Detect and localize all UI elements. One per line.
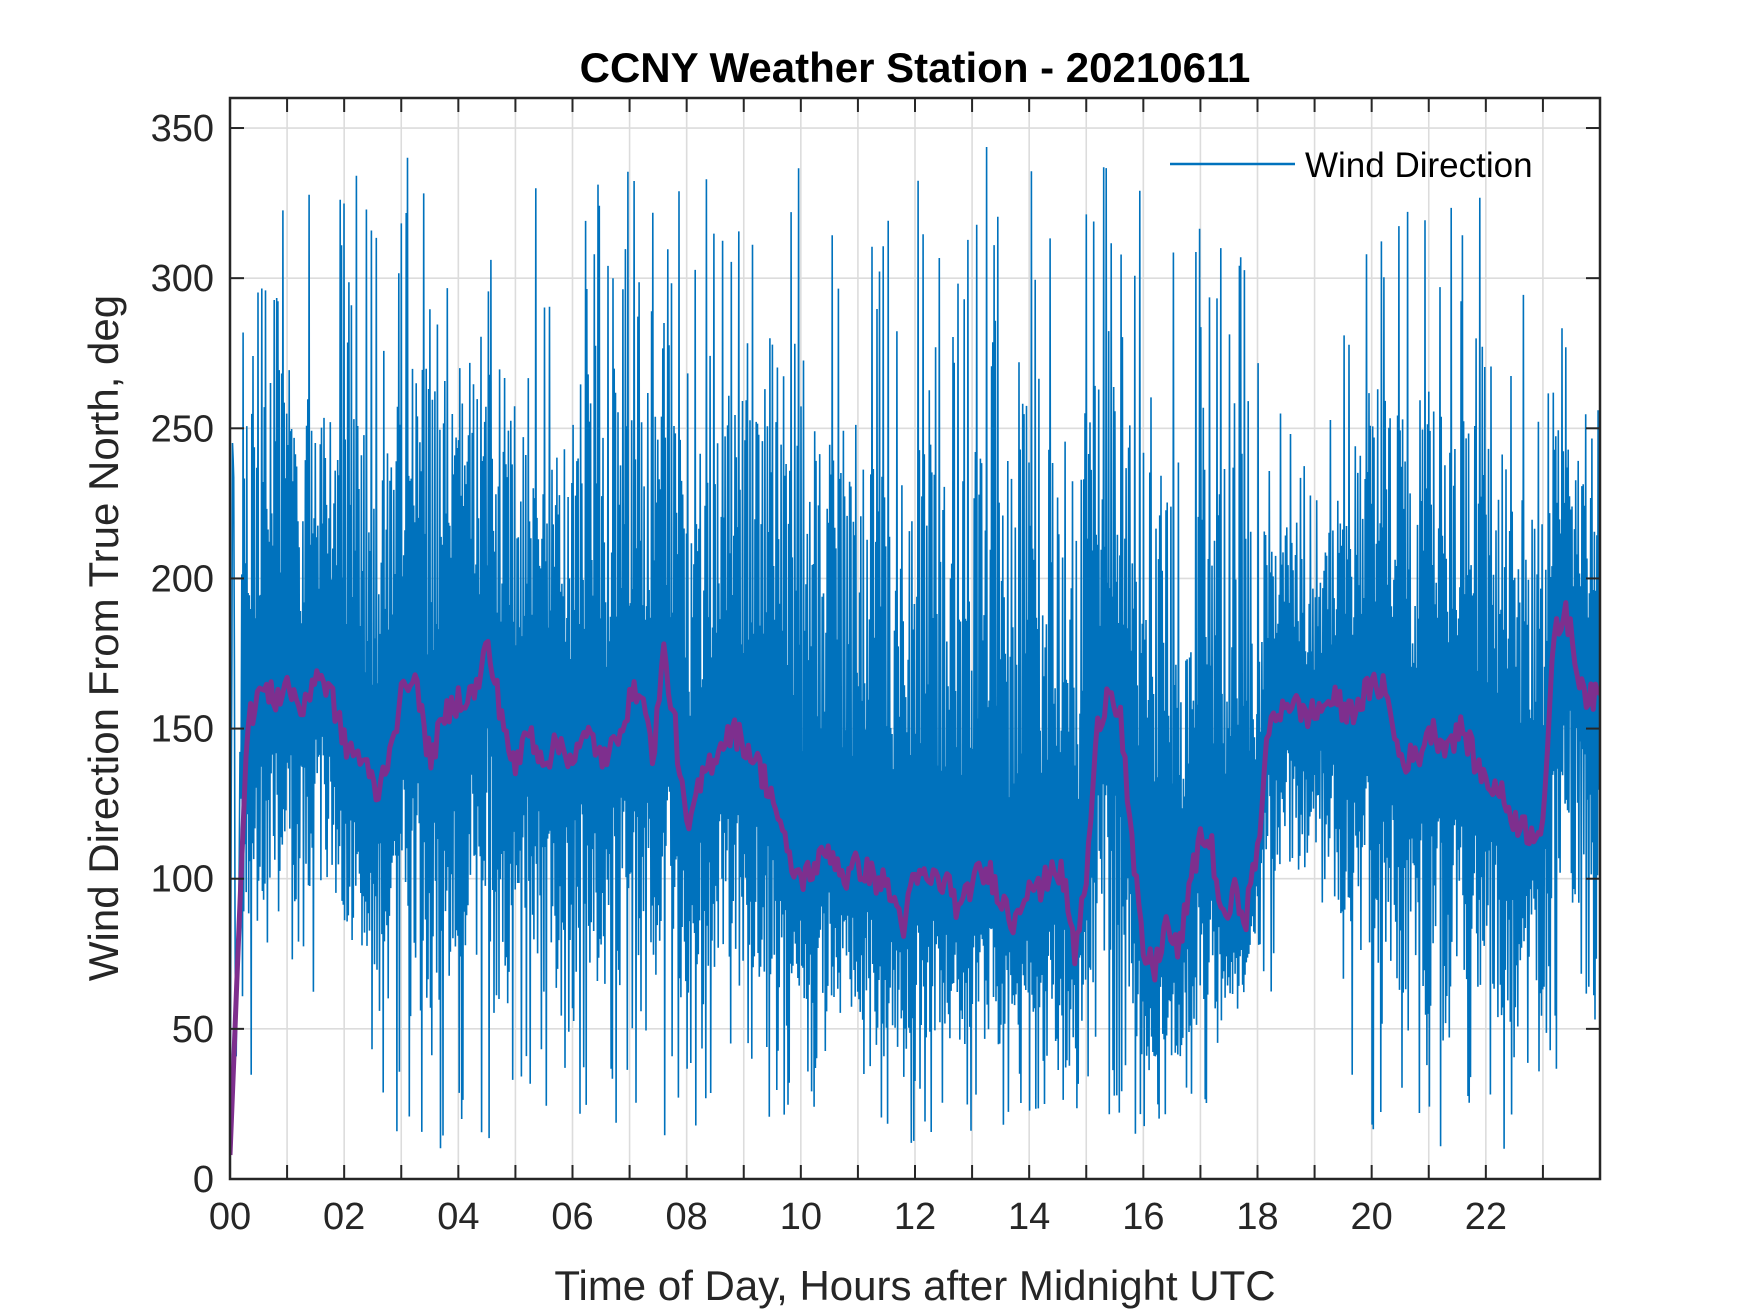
x-tick-label: 00: [209, 1196, 251, 1238]
y-tick-label: 200: [151, 558, 214, 600]
x-tick-label: 12: [894, 1196, 936, 1238]
legend: Wind Direction: [1170, 146, 1533, 185]
y-tick-label: 350: [151, 108, 214, 150]
y-tick-label: 50: [172, 1009, 214, 1051]
x-tick-label: 20: [1351, 1196, 1393, 1238]
x-tick-label: 06: [551, 1196, 593, 1238]
x-tick-label: 02: [323, 1196, 365, 1238]
series-line-wind-direction: [230, 146, 1600, 1158]
x-tick-label: 18: [1236, 1196, 1278, 1238]
y-tick-label: 300: [151, 258, 214, 300]
x-axis-title: Time of Day, Hours after Midnight UTC: [554, 1262, 1275, 1309]
y-tick-label: 100: [151, 859, 214, 901]
x-tick-label: 16: [1122, 1196, 1164, 1238]
y-axis-title: Wind Direction From True North, deg: [80, 295, 127, 981]
x-tick-label: 08: [666, 1196, 708, 1238]
series-layer: [230, 146, 1600, 1158]
legend-label-wind-direction: Wind Direction: [1305, 146, 1533, 185]
series-line-running-mean: [230, 600, 1600, 1156]
x-tick-label: 04: [437, 1196, 479, 1238]
y-tick-label: 250: [151, 408, 214, 450]
y-tick-label: 150: [151, 709, 214, 751]
ticks: [229, 98, 1601, 1180]
y-tick-label: 0: [193, 1159, 214, 1201]
x-tick-label: 14: [1008, 1196, 1050, 1238]
x-tick-label: 10: [780, 1196, 822, 1238]
tick-labels: 00 02 04 06 08 10 12 14 16 18 20 22 0 50 100 150 200 250 3…: [151, 108, 1507, 1238]
x-tick-label: 22: [1465, 1196, 1507, 1238]
chart-title: CCNY Weather Station - 20210611: [580, 44, 1251, 91]
